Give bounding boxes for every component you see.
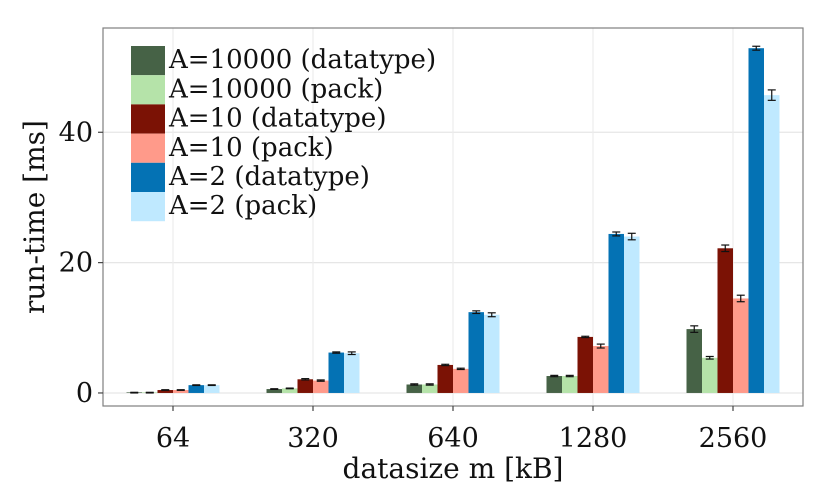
bar	[204, 385, 220, 393]
x-tick-label: 640	[427, 423, 479, 454]
bar	[266, 389, 282, 393]
x-tick-label: 2560	[699, 423, 768, 454]
y-axis-title: run-time [ms]	[18, 120, 51, 314]
legend-label: A=10000 (pack)	[168, 74, 383, 104]
bar	[764, 95, 780, 393]
legend-key	[131, 133, 165, 163]
y-tick-label: 0	[76, 378, 93, 409]
legend-label: A=2 (pack)	[168, 191, 317, 221]
bar	[717, 248, 733, 393]
legend-key	[131, 104, 165, 134]
bar	[593, 346, 609, 393]
bar	[686, 329, 702, 393]
bar	[437, 364, 453, 393]
bar	[608, 233, 624, 393]
bars	[126, 45, 780, 394]
bar	[422, 384, 438, 393]
bar	[484, 314, 500, 393]
legend-key	[131, 192, 165, 222]
x-tick-label: 320	[287, 423, 339, 454]
x-tick-label: 64	[156, 423, 190, 454]
y-tick-label: 40	[59, 117, 93, 148]
legend-label: A=2 (datatype)	[168, 162, 370, 192]
bar	[282, 388, 298, 393]
bar	[468, 312, 484, 393]
bar	[173, 390, 189, 393]
bar	[344, 353, 360, 393]
legend: A=10000 (datatype)A=10000 (pack)A=10 (da…	[131, 45, 436, 222]
legend-key	[131, 46, 165, 76]
bar	[624, 236, 640, 393]
bar	[297, 379, 313, 393]
bar	[702, 357, 718, 393]
bar	[577, 336, 593, 393]
x-tick-label: 1280	[559, 423, 628, 454]
bar	[188, 385, 204, 393]
legend-key	[131, 162, 165, 192]
bar	[546, 376, 562, 393]
bar	[328, 352, 344, 393]
y-tick-label: 20	[59, 248, 93, 279]
bar	[453, 368, 469, 393]
bar	[406, 384, 422, 393]
legend-label: A=10000 (datatype)	[168, 45, 436, 75]
bar	[157, 390, 173, 393]
legend-key	[131, 75, 165, 105]
legend-label: A=10 (pack)	[168, 133, 334, 163]
bar	[748, 48, 764, 393]
bar	[733, 298, 749, 393]
bar	[313, 380, 329, 393]
x-axis-title: datasize m [kB]	[343, 452, 564, 485]
ticks: 0 20 40 64 320 640 1280 2560	[59, 117, 768, 454]
bar	[562, 376, 578, 393]
legend-label: A=10 (datatype)	[168, 104, 386, 134]
